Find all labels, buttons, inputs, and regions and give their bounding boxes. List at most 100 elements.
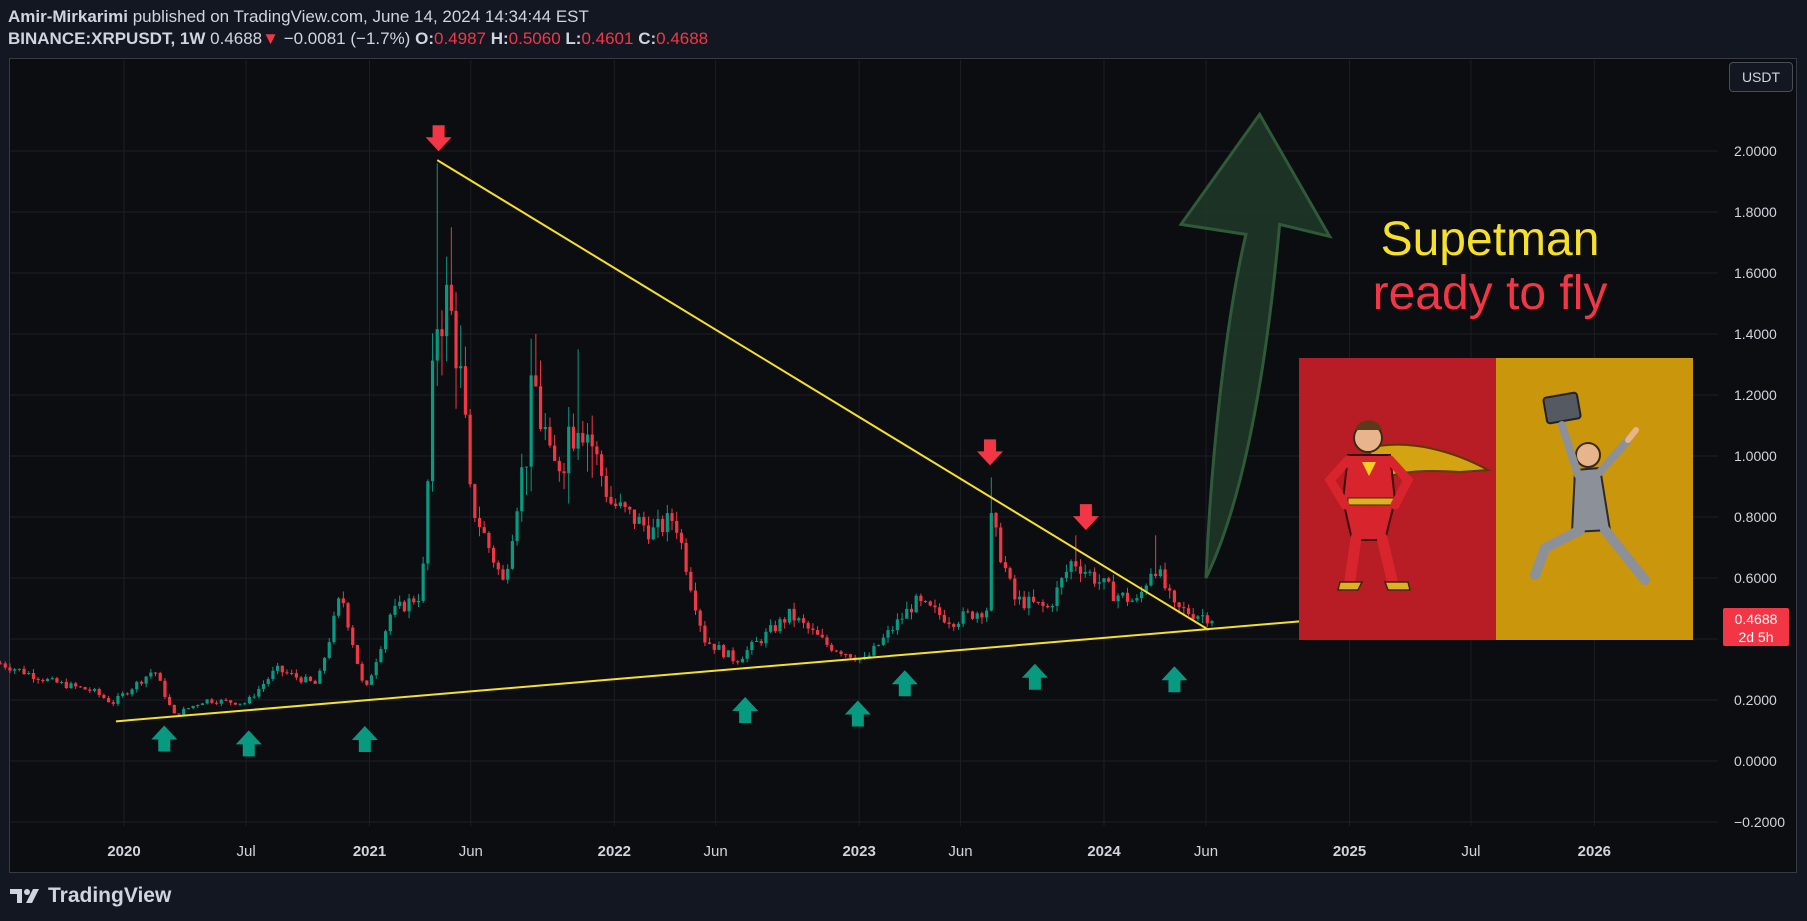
candle-body <box>1078 566 1083 574</box>
candle-body <box>581 433 585 443</box>
candle-body <box>125 693 129 695</box>
candle-body <box>543 426 547 430</box>
price-tick-label: 1.2000 <box>1734 387 1777 403</box>
candle-body <box>308 676 313 681</box>
candle-body <box>355 644 360 664</box>
candle-body <box>689 571 693 591</box>
cartoon-panel <box>1299 358 1693 640</box>
candle-body <box>261 683 266 689</box>
buy-arrow-icon <box>151 725 178 752</box>
time-tick-label: Jul <box>236 843 255 860</box>
candle-body <box>975 613 979 619</box>
candle-body <box>8 667 12 671</box>
candle-body <box>402 601 406 612</box>
candle-body <box>285 672 289 674</box>
candle-body <box>1036 601 1040 603</box>
candle-body <box>656 518 660 528</box>
candle-body <box>820 634 824 638</box>
candle-body <box>1116 595 1120 602</box>
candle-body <box>168 696 172 705</box>
candle-body <box>1191 614 1195 619</box>
high-value: 0.5060 <box>508 29 561 48</box>
candle-body <box>45 678 50 682</box>
candle-body <box>726 650 730 658</box>
candle-body <box>1093 571 1097 584</box>
candle-body <box>999 527 1003 563</box>
candle-body <box>247 696 252 704</box>
candle-body <box>759 640 763 644</box>
last-price: 0.4688 <box>210 29 263 48</box>
candle-body <box>534 375 538 387</box>
currency-button[interactable]: USDT <box>1729 62 1793 92</box>
candle-body <box>712 643 716 650</box>
candle-body <box>459 366 463 369</box>
candle-body <box>1083 571 1087 574</box>
tradingview-logo-icon <box>10 889 39 903</box>
candle-body <box>1017 596 1022 600</box>
chart-grid <box>10 60 1718 826</box>
candle-body <box>928 601 932 606</box>
open-value: 0.4987 <box>433 29 486 48</box>
candle-body <box>407 598 411 612</box>
candle-body <box>327 642 331 658</box>
candle-body <box>365 680 369 685</box>
candle-body <box>111 702 115 704</box>
close-value: 0.4688 <box>656 29 709 48</box>
candle-body <box>1163 569 1167 589</box>
candle-body <box>276 665 280 671</box>
candle-body <box>623 502 627 507</box>
candle-body <box>740 658 745 663</box>
candle-body <box>989 512 993 611</box>
candle-body <box>50 678 54 680</box>
candle-body <box>1144 585 1148 592</box>
candle-body <box>797 618 801 621</box>
candle-body <box>121 693 125 696</box>
publish-line: Amir-Mirkarimi published on TradingView.… <box>8 6 1799 28</box>
candle-body <box>318 670 322 684</box>
candle-body <box>731 650 735 662</box>
candle-body <box>1154 573 1158 576</box>
candle-body <box>116 695 120 704</box>
price-tick-label: 1.6000 <box>1734 265 1777 281</box>
footer-brand[interactable]: TradingView <box>8 884 171 908</box>
symbol-label[interactable]: BINANCE:XRPUSDT, 1W <box>8 29 206 48</box>
chart-header: Amir-Mirkarimi published on TradingView.… <box>8 6 1799 50</box>
candle-body <box>745 650 749 659</box>
sell-arrow-icon <box>976 439 1003 466</box>
candle-body <box>651 527 655 540</box>
candle-body <box>900 618 904 620</box>
candle-body <box>346 603 350 628</box>
candle-body <box>163 680 167 697</box>
candle-body <box>585 434 590 443</box>
candle-body <box>773 625 777 632</box>
candle-body <box>1130 600 1134 602</box>
candle-body <box>182 708 186 715</box>
author-name[interactable]: Amir-Mirkarimi <box>8 7 128 26</box>
candle-body <box>524 466 529 468</box>
candle-body <box>1168 588 1172 591</box>
candle-body <box>750 641 754 651</box>
candle-body <box>938 607 942 615</box>
candle-body <box>1201 615 1205 617</box>
candle-body <box>1031 596 1036 602</box>
candle-body <box>1069 561 1073 572</box>
candle-body <box>139 681 144 684</box>
candle-body <box>388 614 392 632</box>
price-tick-label: 1.8000 <box>1734 204 1777 220</box>
candle-body <box>219 699 223 704</box>
candle-body <box>186 708 190 710</box>
candle-body <box>815 630 820 635</box>
candle-body <box>557 460 561 472</box>
candle-body <box>909 608 914 613</box>
candle-body <box>1008 568 1012 579</box>
candle-body <box>886 630 890 638</box>
candle-body <box>224 699 228 701</box>
candle-body <box>848 654 853 658</box>
buy-arrow-icon <box>844 700 871 727</box>
candle-body <box>1027 596 1031 609</box>
candle-body <box>445 284 449 337</box>
candle-body <box>313 680 317 684</box>
candle-body <box>36 678 40 680</box>
candle-body <box>1210 621 1214 624</box>
